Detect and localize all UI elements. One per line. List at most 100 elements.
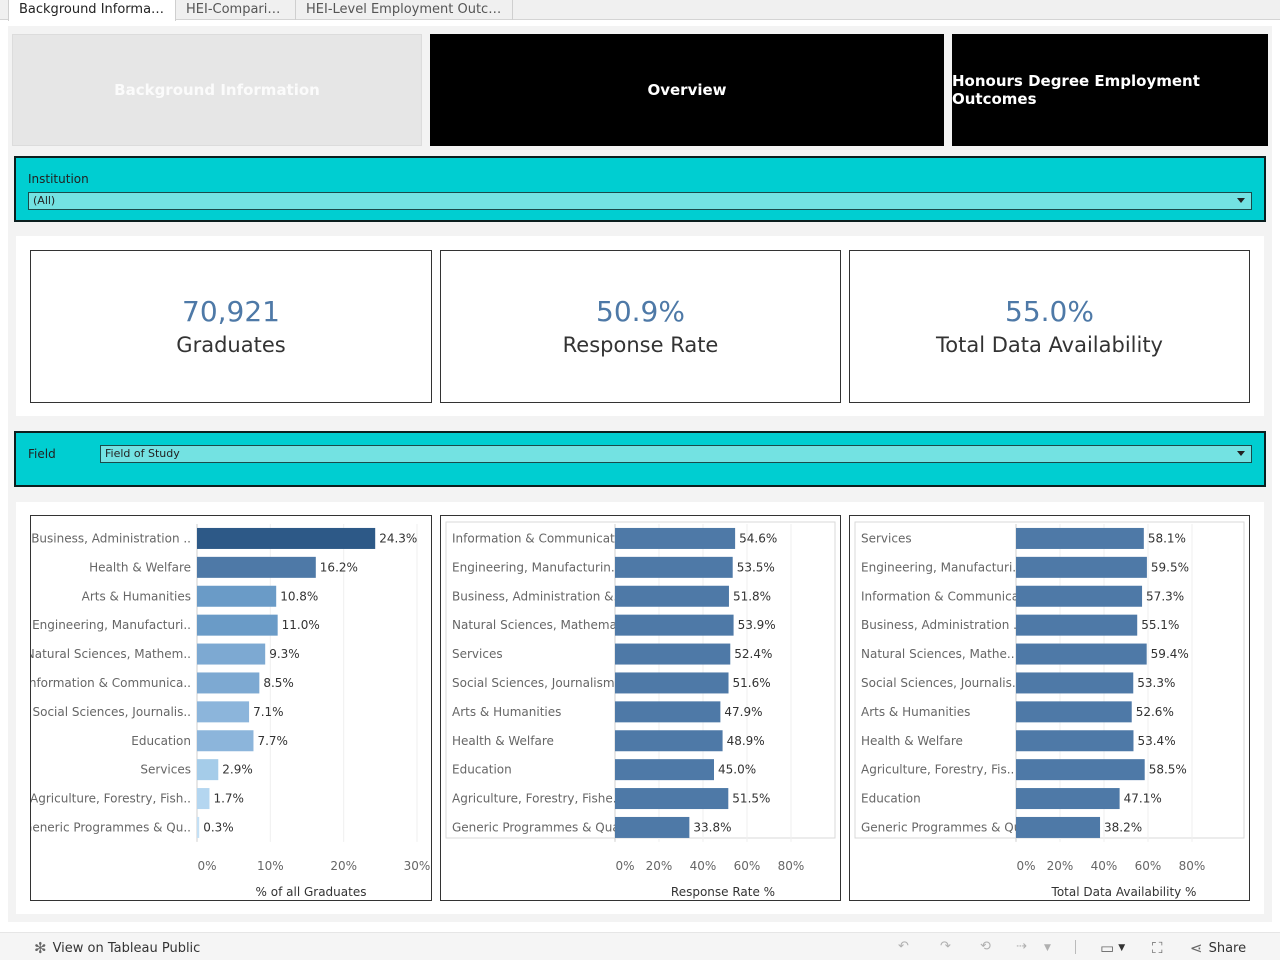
data-label: 51.6% [733,676,771,690]
bar [197,701,250,723]
category-label: Business, Administration .. [31,531,191,545]
view-on-tableau-public-link[interactable]: ✻ View on Tableau Public [34,939,200,957]
field-select[interactable]: Field of Study [100,445,1252,463]
bar [1016,527,1144,549]
category-label: Agriculture, Forestry, Fis.. [861,763,1014,777]
x-axis-title: Total Data Availability % [1051,885,1197,899]
refresh-dropdown-icon[interactable]: ▼ [1044,943,1051,953]
data-label: 11.0% [282,618,320,632]
data-label: 24.3% [379,531,417,545]
category-label: Social Sciences, Journalism.. [452,676,622,690]
field-select-value: Field of Study [105,447,180,460]
kpi-response-rate: 50.9% Response Rate [440,250,841,403]
category-label: Generic Programmes & Qu.. [861,820,1029,834]
response-rate-chart-svg: Information & Communicati.. 54.6% Engineer… [445,521,836,899]
kpi-graduates: 70,921 Graduates [30,250,432,403]
revert-icon[interactable]: ⟲ [980,939,991,954]
nav-honours-outcomes-button[interactable]: Honours Degree Employment Outcomes [952,34,1268,146]
category-label: Engineering, Manufacturi.. [32,618,191,632]
bar [197,672,260,694]
bar [197,614,278,636]
tab-background-information[interactable]: Background Information [8,0,176,21]
fullscreen-icon: ⛶ [1152,939,1163,957]
response-rate-chart: Information & Communicati.. 54.6% Engineer… [440,515,841,901]
category-label: Arts & Humanities [861,705,970,719]
category-label: Arts & Humanities [452,705,561,719]
category-label: Health & Welfare [861,734,963,748]
data-label: 2.9% [222,763,253,777]
tick-label: 0% [615,859,634,873]
tick-label: 60% [734,859,761,873]
category-label: Engineering, Manufacturin.. [452,560,619,574]
bar [615,556,733,578]
tableau-logo-icon: ✻ [34,939,47,957]
data-label: 1.7% [213,792,244,806]
field-filter-panel: Field Field of Study [14,431,1266,487]
category-label: Education [131,734,191,748]
data-label: 57.3% [1146,589,1184,603]
category-label: Engineering, Manufacturi.. [861,560,1020,574]
category-label: Business, Administration .. [861,618,1021,632]
category-label: Information & Communica.. [31,676,191,690]
tick-label: 0% [1016,859,1035,873]
tab-hei-level-employment[interactable]: HEI-Level Employment Outco... [296,0,513,20]
data-label: 53.9% [738,618,776,632]
bar [615,585,729,607]
bar [197,730,254,752]
data-label: 53.4% [1137,734,1175,748]
kpi-graduates-value: 70,921 [182,295,280,328]
nav-background-information-button[interactable]: Background Information [12,34,422,146]
tick-label: 30% [404,859,431,873]
x-axis-title: % of all Graduates [256,885,367,899]
bar [197,527,376,549]
tick-label: 20% [330,859,357,873]
data-label: 58.5% [1149,763,1187,777]
bar [1016,759,1145,781]
refresh-icon[interactable]: ⇢ [1016,939,1027,954]
charts-panel: Business, Administration .. 24.3% Health &… [16,502,1264,914]
chevron-down-icon: ▼ [1118,943,1126,953]
kpi-response-rate-value: 50.9% [596,295,685,328]
category-label: Agriculture, Forestry, Fishe.. [452,792,620,806]
institution-filter-label: Institution [28,172,89,186]
undo-icon[interactable]: ↶ [898,939,909,954]
bar [1016,585,1143,607]
institution-select[interactable]: (All) [28,192,1252,210]
tab-hei-comparison[interactable]: HEI-Comparison [176,0,296,20]
fullscreen-button[interactable]: ⛶ [1152,939,1163,957]
data-label: 47.9% [724,705,762,719]
data-label: 48.9% [727,734,765,748]
bar [197,788,210,810]
tick-label: 60% [1135,859,1162,873]
plot-frame [854,521,1245,839]
bar [1016,701,1132,723]
dashboard: Background Information Overview Honours … [8,26,1272,922]
redo-icon[interactable]: ↷ [940,939,951,954]
bar [1016,672,1134,694]
download-button[interactable]: ▭ ▼ [1100,939,1125,957]
graduates-share-chart-svg: Business, Administration .. 24.3% Health &… [31,524,431,899]
share-icon: ⋖ [1190,939,1203,957]
bar [197,816,200,838]
institution-select-value: (All) [33,194,56,207]
tick-label: 80% [1179,859,1206,873]
category-label: Arts & Humanities [82,589,191,603]
share-label: Share [1208,940,1247,956]
data-label: 16.2% [320,560,358,574]
nav-overview-button[interactable]: Overview [430,34,944,146]
bar [197,585,277,607]
bar [1016,614,1138,636]
category-label: Education [452,763,512,777]
share-button[interactable]: ⋖ Share [1190,939,1246,957]
tick-label: 40% [1091,859,1118,873]
kpi-response-rate-label: Response Rate [562,333,719,357]
category-label: Services [140,763,191,777]
data-label: 53.3% [1137,676,1175,690]
tick-label: 10% [257,859,284,873]
data-label: 52.4% [734,647,772,661]
data-label: 53.5% [737,560,775,574]
category-label: Generic Programmes & Qua.. [452,820,627,834]
data-label: 38.2% [1104,820,1142,834]
kpi-graduates-label: Graduates [176,333,286,357]
plot-frame [445,521,836,839]
